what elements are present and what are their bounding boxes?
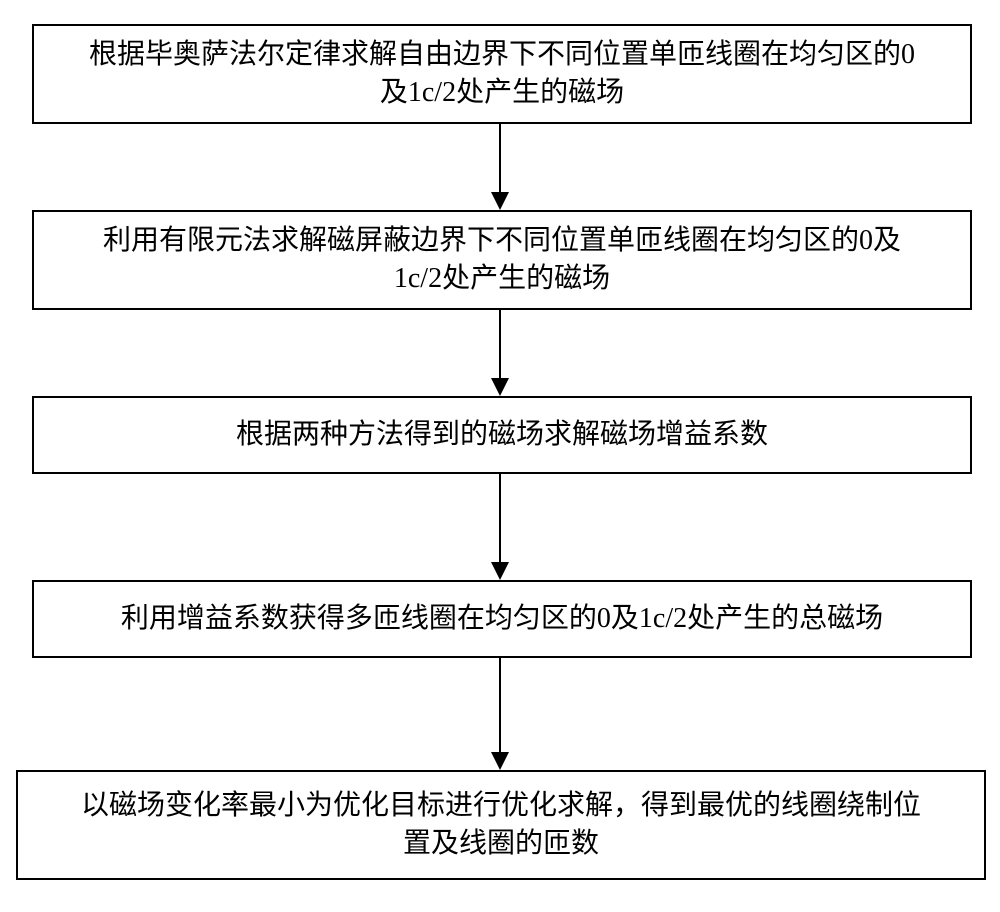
flow-box-text: 利用有限元法求解磁屏蔽边界下不同位置单匝线圈在均匀区的0及 1c/2处产生的磁场 [93, 222, 911, 298]
flow-box-text: 以磁场变化率最小为优化目标进行优化求解，得到最优的线圈绕制位 置及线圈的匝数 [71, 787, 931, 863]
flow-box-step3: 根据两种方法得到的磁场求解磁场增益系数 [32, 396, 972, 474]
arrow-line [499, 658, 501, 752]
arrow-head-icon [491, 192, 509, 210]
flow-box-step5: 以磁场变化率最小为优化目标进行优化求解，得到最优的线圈绕制位 置及线圈的匝数 [16, 770, 986, 880]
flow-box-step4: 利用增益系数获得多匝线圈在均匀区的0及1c/2处产生的总磁场 [32, 580, 972, 658]
flow-box-step1: 根据毕奥萨法尔定律求解自由边界下不同位置单匝线圈在均匀区的0 及1c/2处产生的… [32, 24, 972, 124]
flowchart-container: 根据毕奥萨法尔定律求解自由边界下不同位置单匝线圈在均匀区的0 及1c/2处产生的… [0, 0, 1000, 912]
flow-box-step2: 利用有限元法求解磁屏蔽边界下不同位置单匝线圈在均匀区的0及 1c/2处产生的磁场 [32, 210, 972, 310]
flow-box-text: 根据毕奥萨法尔定律求解自由边界下不同位置单匝线圈在均匀区的0 及1c/2处产生的… [79, 36, 925, 112]
arrow-head-icon [491, 378, 509, 396]
arrow-line [499, 474, 501, 562]
arrow-head-icon [491, 752, 509, 770]
arrow-head-icon [491, 562, 509, 580]
flow-box-text: 根据两种方法得到的磁场求解磁场增益系数 [226, 416, 778, 454]
arrow-line [499, 310, 501, 378]
arrow-line [499, 124, 501, 192]
flow-box-text: 利用增益系数获得多匝线圈在均匀区的0及1c/2处产生的总磁场 [111, 600, 893, 638]
